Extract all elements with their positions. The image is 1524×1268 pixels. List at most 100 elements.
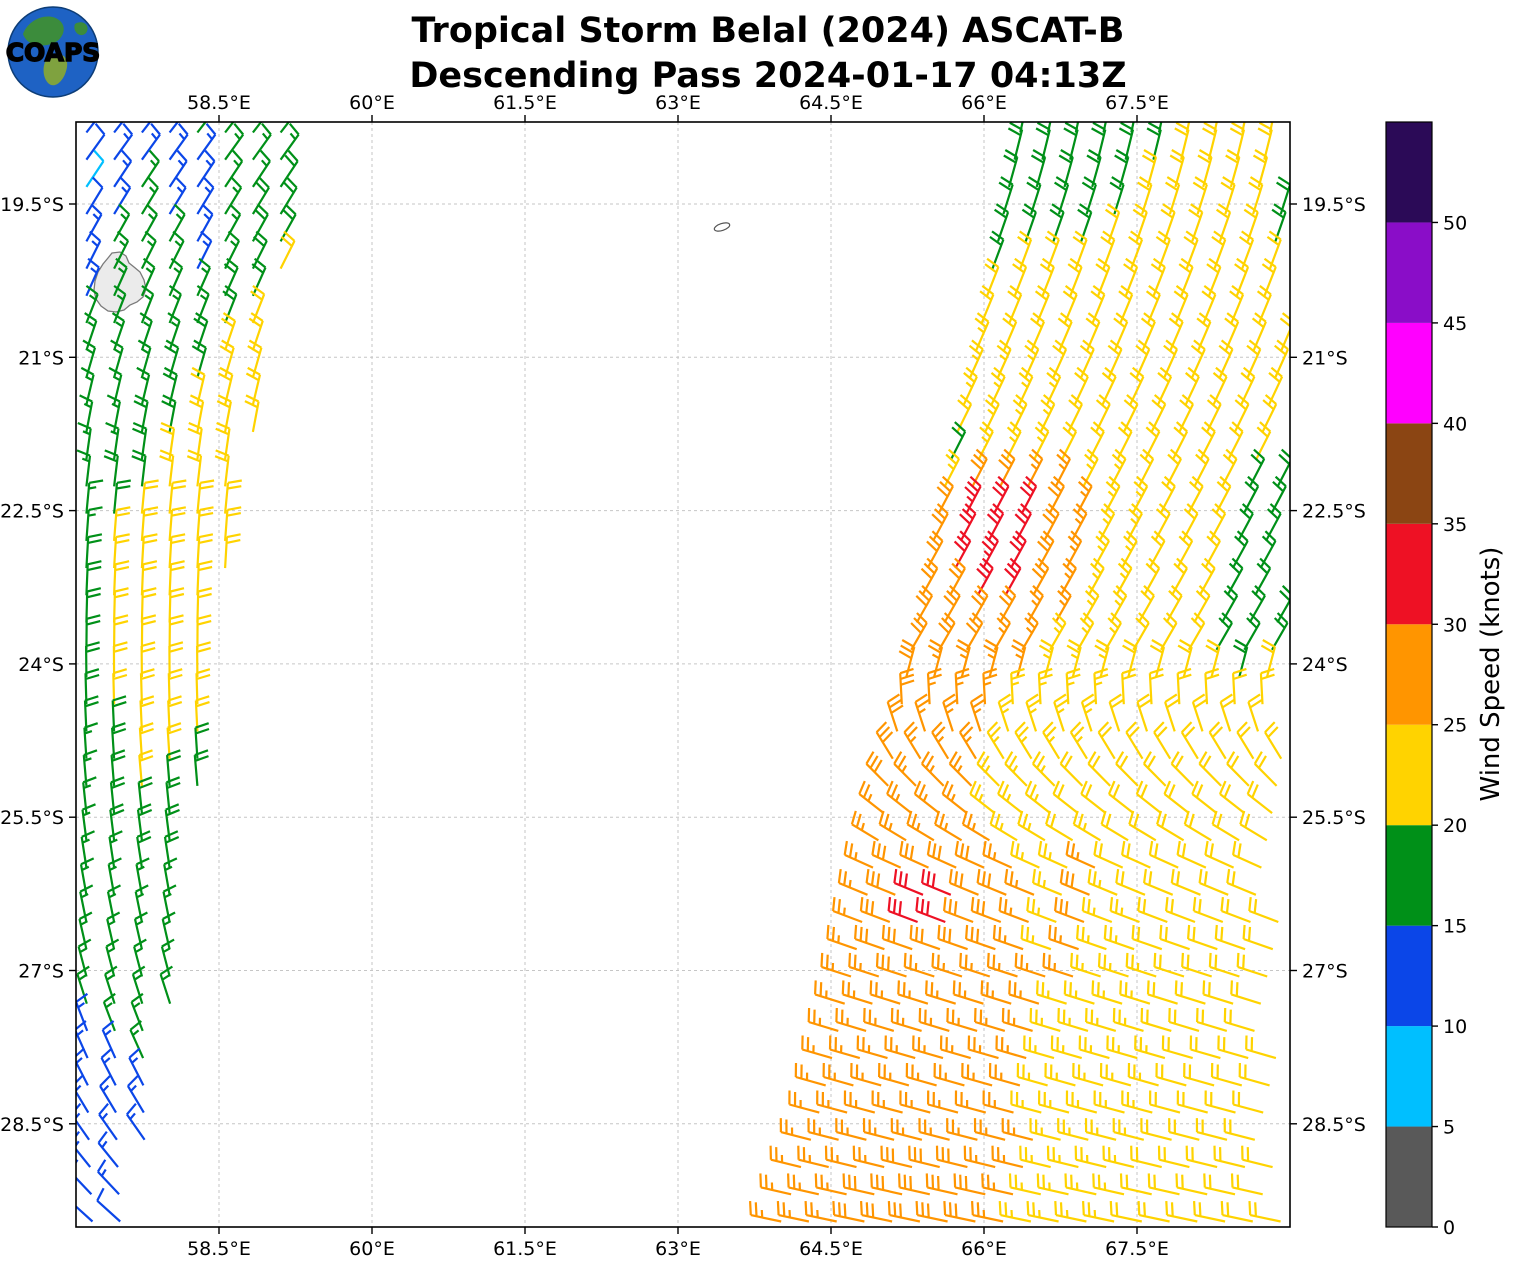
wind-barb xyxy=(832,896,863,924)
wind-barb xyxy=(986,952,1018,978)
wind-barb xyxy=(910,612,928,651)
wind-barb xyxy=(850,810,879,842)
wind-barb xyxy=(1163,780,1190,814)
wind-barb xyxy=(1081,896,1113,924)
wind-barb xyxy=(856,1035,888,1060)
wind-barb xyxy=(1046,366,1062,406)
wind-barb xyxy=(1154,503,1171,542)
wind-barb xyxy=(1187,612,1206,651)
wind-barb xyxy=(76,449,92,487)
wind-barb xyxy=(76,1102,91,1141)
wind-barb xyxy=(984,394,1000,433)
colorbar-segment xyxy=(1386,322,1432,424)
wind-barb xyxy=(1026,585,1044,624)
island-rodrigues xyxy=(713,222,731,232)
wind-barb xyxy=(85,257,101,297)
wind-barb xyxy=(1098,503,1116,542)
wind-barb xyxy=(168,533,186,569)
wind-barb xyxy=(936,475,954,515)
wind-barb xyxy=(1157,1145,1190,1169)
wind-barb xyxy=(1217,1035,1249,1060)
logo-continent-shape xyxy=(43,53,68,86)
wind-barb xyxy=(814,1173,847,1196)
wind-barb xyxy=(1241,122,1246,133)
wind-barb xyxy=(168,506,187,541)
wind-barb xyxy=(1014,721,1033,760)
wind-barb xyxy=(927,1090,959,1114)
wind-barb xyxy=(1170,557,1188,596)
wind-barb xyxy=(961,810,990,842)
wind-barb xyxy=(1025,693,1041,732)
wind-barb xyxy=(1019,122,1024,133)
wind-barb xyxy=(1191,693,1207,732)
wind-barb xyxy=(1076,924,1107,951)
wind-barb xyxy=(1010,1090,1042,1114)
wind-barb xyxy=(1270,475,1287,515)
wind-barb xyxy=(1026,896,1057,924)
wind-barb xyxy=(887,1201,921,1223)
lat-label-right: 22.5°S xyxy=(1302,501,1366,523)
wind-barb xyxy=(1008,980,1040,1005)
wind-barb xyxy=(1220,1201,1254,1223)
wind-barb xyxy=(899,1090,931,1114)
wind-barb xyxy=(1195,1118,1228,1141)
colorbar-segment xyxy=(1386,222,1432,323)
lon-label-bottom: 64.5°E xyxy=(799,1238,863,1260)
wind-barb xyxy=(997,780,1024,814)
wind-barb xyxy=(168,230,185,270)
colorbar-segment xyxy=(1386,523,1432,625)
wind-barb xyxy=(974,1007,1006,1032)
wind-barb xyxy=(1087,868,1118,896)
wind-barb xyxy=(828,1035,861,1060)
wind-barb xyxy=(131,965,146,1005)
wind-barb xyxy=(1091,980,1123,1005)
wind-barb xyxy=(1140,1118,1172,1141)
wind-barb xyxy=(965,924,996,951)
wind-barb xyxy=(224,479,242,514)
wind-barb xyxy=(948,557,966,596)
wind-barb xyxy=(1146,980,1178,1005)
wind-barb xyxy=(1026,1201,1059,1223)
wind-barb xyxy=(909,924,941,951)
wind-barb xyxy=(933,1062,965,1087)
wind-barb xyxy=(1185,122,1191,133)
wind-barb xyxy=(1131,924,1163,951)
lat-label-right: 25.5°S xyxy=(1302,807,1366,829)
wind-barb xyxy=(1161,1035,1194,1060)
lon-label-top: 64.5°E xyxy=(799,92,863,114)
wind-barb xyxy=(807,1118,839,1141)
wind-barb xyxy=(886,693,904,732)
wind-barb xyxy=(196,533,214,569)
wind-barb xyxy=(1260,639,1276,678)
wind-barb xyxy=(1230,1173,1263,1196)
wind-barb xyxy=(982,667,998,705)
logo-text: COAPS xyxy=(6,38,101,67)
wind-barb xyxy=(1210,1062,1243,1087)
wind-barb xyxy=(1014,503,1032,542)
wind-barb xyxy=(943,896,974,924)
wind-barb xyxy=(1107,780,1135,814)
wind-barb xyxy=(927,639,944,678)
wind-barb xyxy=(1165,1201,1198,1223)
wind-barb xyxy=(104,965,118,1005)
wind-barb xyxy=(140,479,159,514)
wind-barb xyxy=(1039,394,1056,433)
wind-barb xyxy=(1037,530,1055,569)
wind-barb xyxy=(222,285,238,324)
wind-barb xyxy=(1064,1173,1097,1196)
wind-barb xyxy=(168,203,186,242)
wind-barb xyxy=(113,230,130,270)
wind-barb xyxy=(1198,868,1229,896)
wind-barb xyxy=(1018,366,1034,406)
chart-title-line2: Descending Pass 2024-01-17 04:13Z xyxy=(409,56,1126,96)
wind-barb xyxy=(1156,810,1185,842)
wind-barb xyxy=(1157,122,1163,133)
wind-barb xyxy=(1149,1090,1181,1114)
wind-barb xyxy=(1109,896,1140,924)
wind-barb xyxy=(1189,1035,1221,1060)
wind-barb xyxy=(1069,721,1088,760)
wind-barb xyxy=(915,585,934,624)
wind-barb xyxy=(196,230,213,270)
wind-barb xyxy=(886,780,913,814)
wind-barb xyxy=(875,952,907,978)
